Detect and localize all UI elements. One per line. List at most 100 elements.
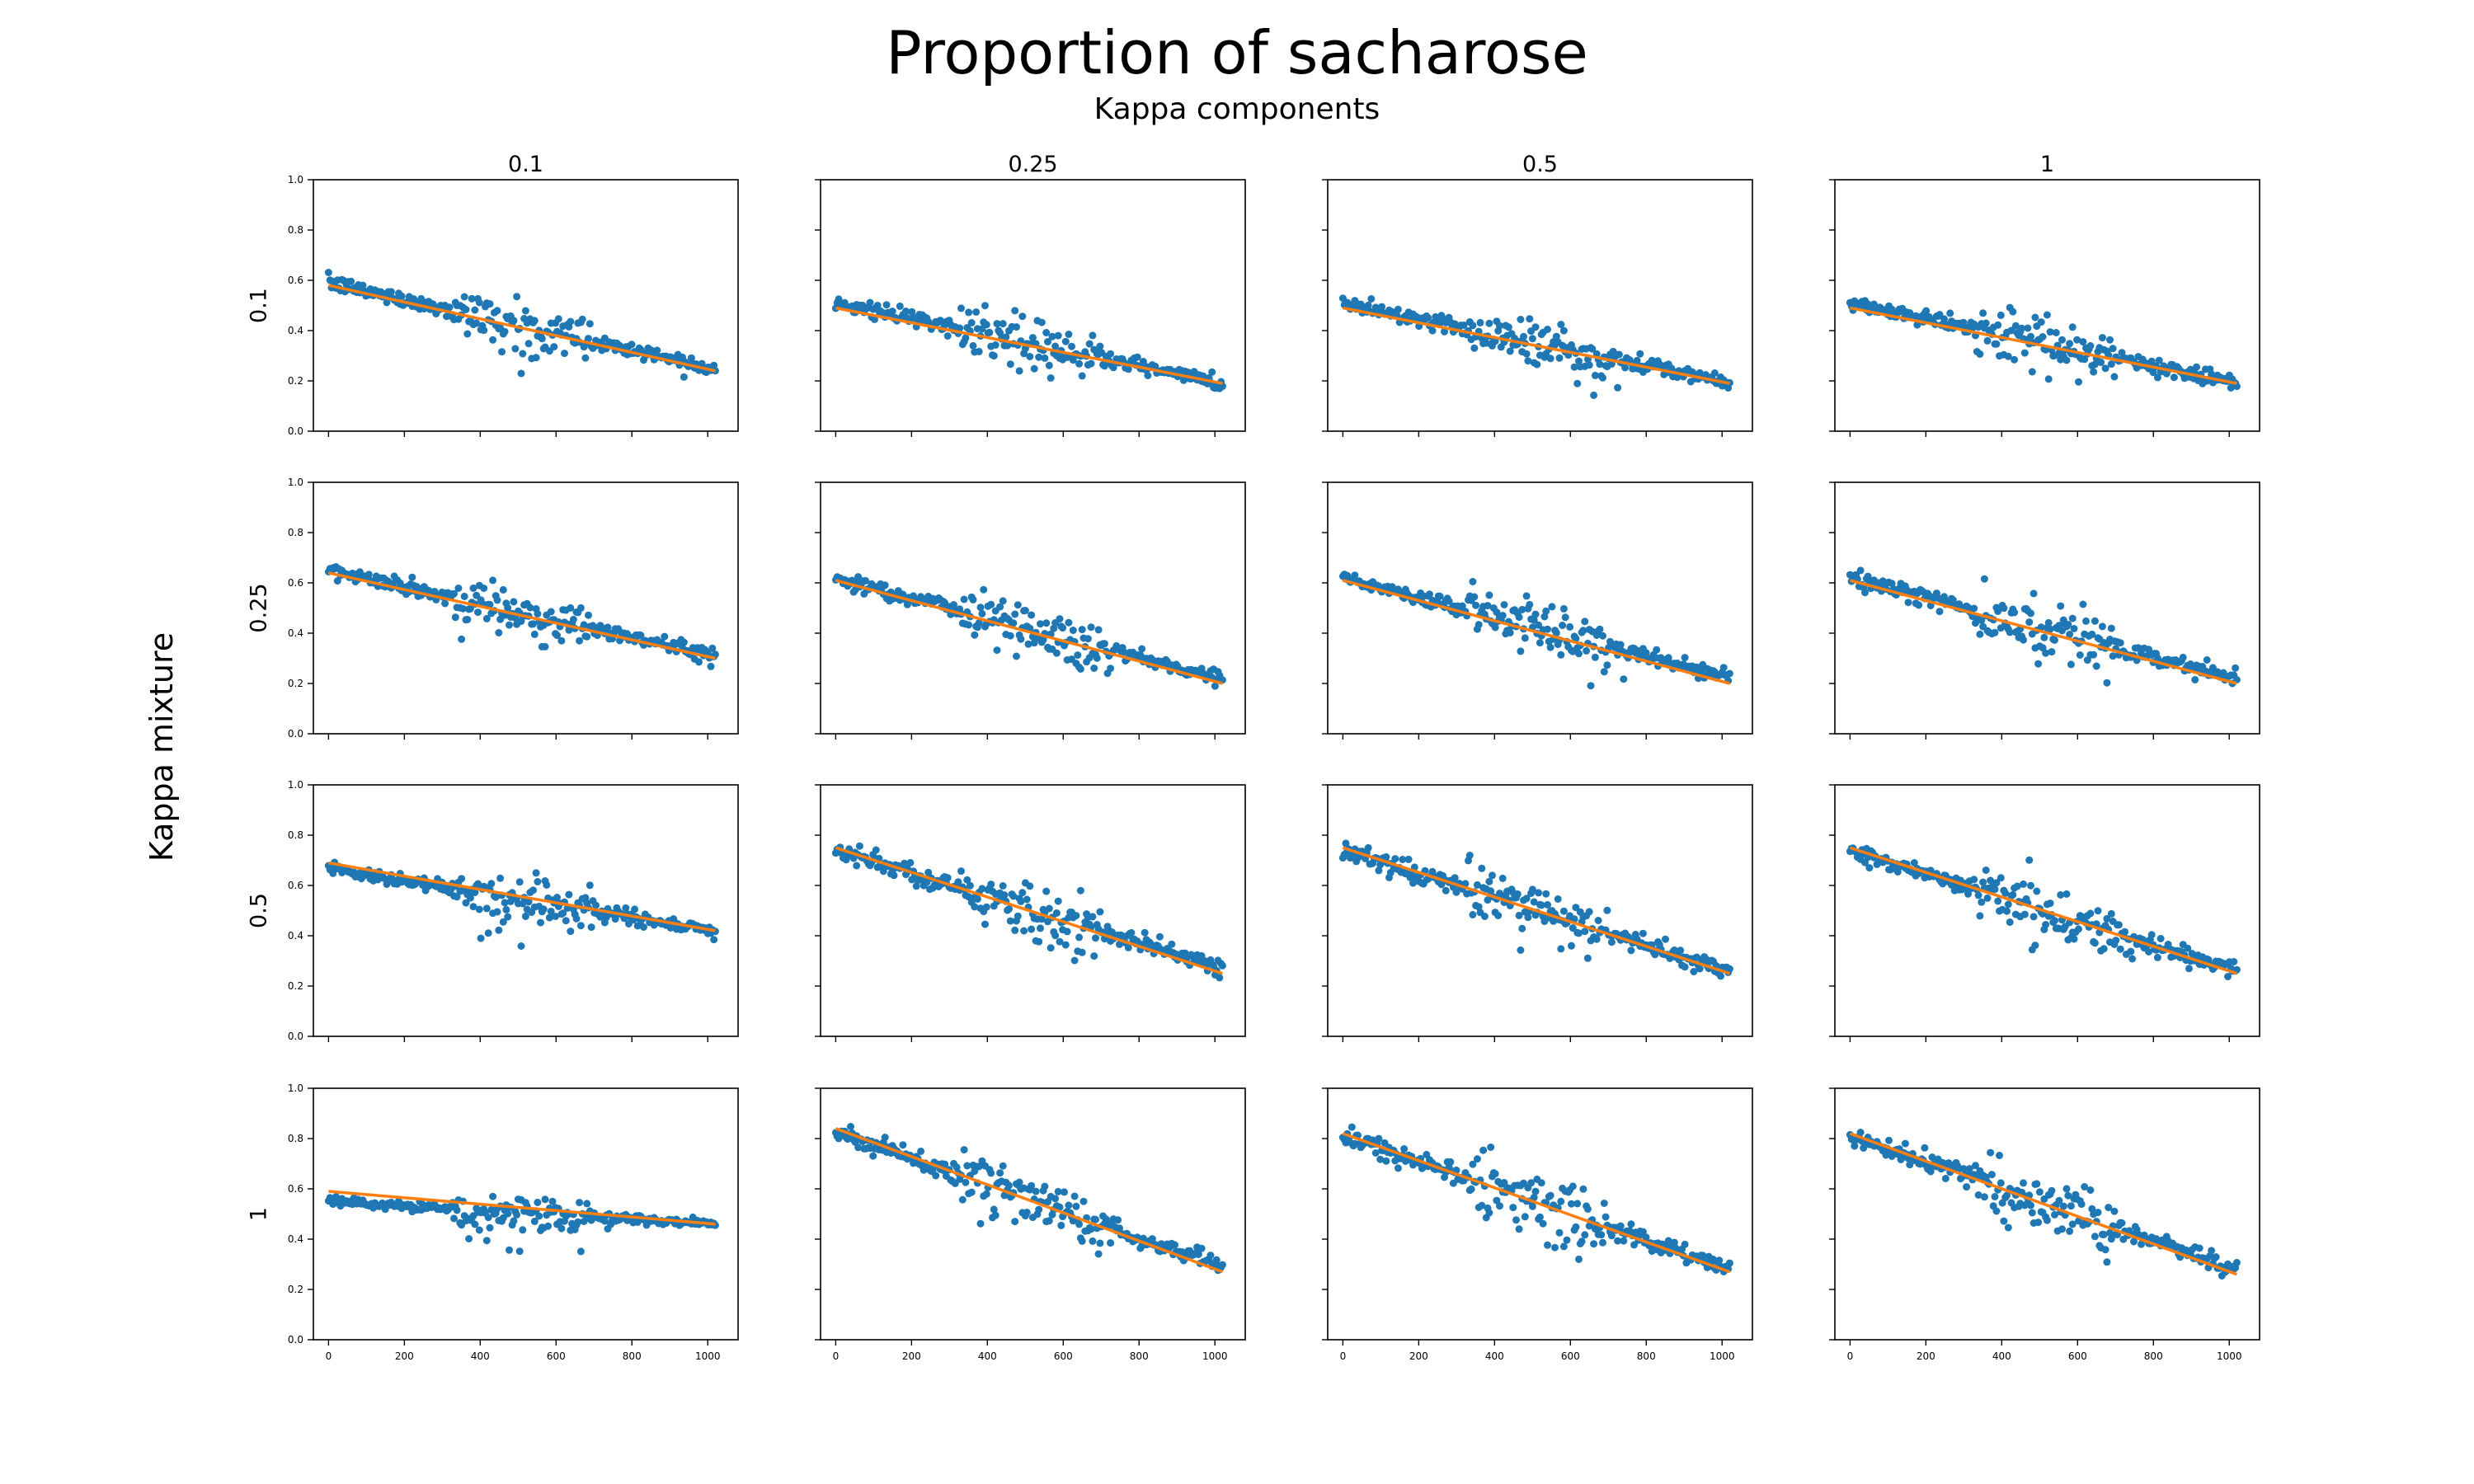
fit-line: [328, 1190, 716, 1226]
data-point: [1404, 855, 1413, 863]
data-point: [1400, 1145, 1409, 1153]
data-point: [468, 294, 476, 303]
data-point: [482, 1237, 491, 1245]
data-point: [1994, 897, 2002, 905]
data-point: [1544, 625, 1551, 633]
data-point: [2048, 1186, 2056, 1195]
x-tick-label: 200: [1917, 1350, 1935, 1362]
data-point: [2001, 889, 2010, 897]
data-point: [1600, 1200, 1608, 1207]
data-point: [1020, 927, 1028, 935]
data-point: [1585, 361, 1593, 369]
data-point: [1072, 1202, 1080, 1210]
data-point: [475, 1226, 483, 1234]
data-point: [1013, 652, 1020, 660]
data-point: [534, 610, 542, 618]
data-point: [1168, 940, 1176, 948]
data-point: [519, 350, 527, 358]
data-point: [2066, 631, 2074, 638]
data-point: [1515, 911, 1523, 919]
data-point: [1351, 571, 1359, 580]
x-tick-label: 800: [1130, 1350, 1149, 1362]
data-point: [1915, 601, 1923, 609]
data-point: [1078, 1237, 1086, 1245]
data-point: [1851, 1142, 1859, 1150]
data-point: [553, 632, 561, 640]
data-point: [543, 881, 551, 889]
data-point: [1572, 635, 1580, 643]
data-point: [1979, 878, 1987, 886]
data-point: [499, 918, 507, 926]
data-point: [1048, 332, 1056, 340]
data-point: [971, 903, 979, 911]
data-point: [965, 621, 973, 629]
data-point: [576, 1199, 584, 1207]
data-point: [1465, 852, 1474, 859]
data-point: [2044, 618, 2053, 627]
data-point: [854, 1144, 863, 1152]
data-point: [1620, 675, 1628, 683]
data-point: [982, 1190, 990, 1198]
data-point: [1681, 1240, 1689, 1248]
data-point: [1719, 664, 1728, 672]
data-point: [1075, 1220, 1084, 1228]
data-point: [990, 1205, 998, 1214]
data-point: [1987, 876, 1995, 885]
data-point: [975, 347, 983, 355]
data-point: [463, 616, 472, 623]
data-point: [1599, 632, 1606, 640]
data-point: [2179, 653, 2187, 661]
data-point: [1047, 374, 1055, 382]
data-point: [2092, 662, 2100, 670]
data-point: [2007, 326, 2015, 335]
data-point: [541, 1195, 549, 1204]
subplot-frame: [313, 784, 739, 1037]
data-point: [1409, 879, 1417, 887]
y-tick-label: 0.0: [288, 1031, 303, 1042]
data-point: [2020, 910, 2029, 918]
data-point: [2000, 604, 2008, 613]
data-point: [1515, 1225, 1523, 1233]
data-point: [978, 609, 986, 618]
column-label: 1: [2040, 152, 2054, 177]
data-point: [1544, 326, 1551, 333]
data-point: [1557, 650, 1565, 659]
data-point: [1596, 360, 1604, 369]
data-point: [561, 350, 568, 358]
y-tick-label: 1.0: [288, 477, 303, 488]
data-point: [2230, 958, 2238, 965]
data-point: [969, 595, 977, 603]
data-point: [2064, 621, 2072, 628]
data-point: [2006, 918, 2014, 926]
data-point: [2110, 373, 2119, 381]
data-point: [987, 881, 995, 889]
data-point: [1470, 593, 1479, 601]
data-point: [2057, 891, 2065, 899]
y-tick-label: 0.0: [288, 1334, 303, 1345]
data-point: [999, 597, 1007, 605]
figure-subtitle: Kappa components: [1094, 92, 1380, 126]
data-point: [1212, 1256, 1221, 1264]
data-point: [474, 880, 482, 888]
data-point: [1107, 665, 1115, 673]
data-point: [515, 1247, 524, 1256]
data-point: [1485, 1209, 1493, 1217]
data-point: [2075, 378, 2082, 386]
data-point: [1509, 1204, 1517, 1212]
data-point: [1148, 1235, 1156, 1243]
data-point: [1592, 935, 1601, 943]
data-point: [1065, 331, 1073, 338]
data-point: [1065, 1201, 1073, 1209]
data-point: [1913, 321, 1921, 329]
data-point: [544, 1222, 553, 1230]
data-point: [1636, 350, 1644, 358]
data-point: [2027, 609, 2034, 618]
data-point: [565, 626, 573, 634]
x-tick-label: 0: [1340, 1350, 1347, 1362]
data-point: [486, 1223, 494, 1232]
fit-line: [1342, 1132, 1730, 1274]
data-point: [2127, 947, 2135, 956]
data-point: [985, 328, 994, 336]
data-point: [1485, 877, 1493, 885]
data-point: [708, 644, 717, 652]
